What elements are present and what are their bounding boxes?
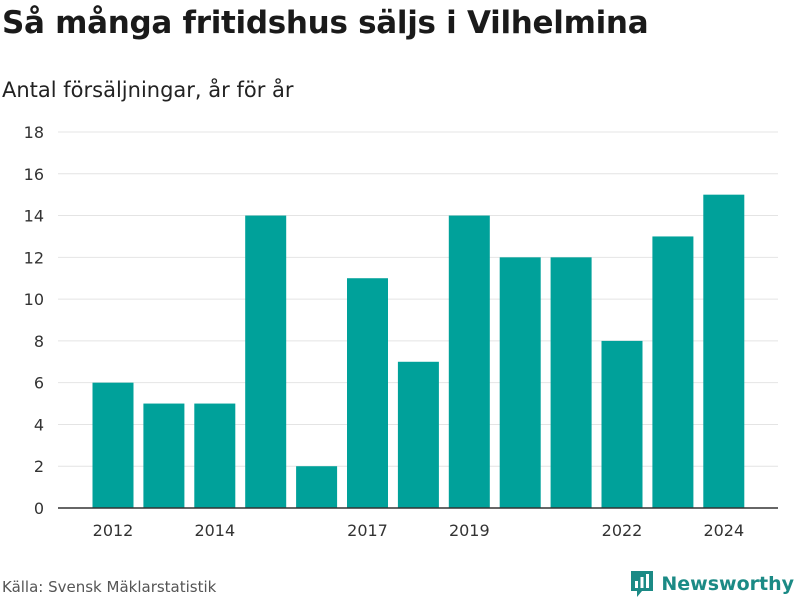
bar-2017 — [347, 278, 388, 508]
y-tick-label: 16 — [24, 165, 44, 184]
y-tick-label: 2 — [34, 457, 44, 476]
bar-2020 — [499, 257, 541, 508]
x-tick-label: 2014 — [194, 521, 235, 540]
x-tick-label: 2012 — [93, 521, 134, 540]
bar-2018 — [397, 361, 439, 508]
y-tick-label: 12 — [24, 248, 44, 267]
bar-chart-logo-icon — [631, 571, 654, 597]
chart-title: Så många fritidshus säljs i Vilhelmina — [2, 5, 649, 41]
x-tick-label: 2024 — [703, 521, 744, 540]
y-tick-label: 10 — [24, 290, 44, 309]
bar-2015 — [245, 215, 287, 509]
brand-logo: Newsworthy — [629, 569, 794, 599]
bar-2012 — [92, 382, 134, 508]
bar-2013 — [143, 403, 185, 508]
x-tick-label: 2019 — [449, 521, 490, 540]
y-tick-label: 14 — [24, 207, 44, 226]
bar-2023 — [652, 236, 694, 508]
bar-2021 — [550, 257, 592, 508]
x-tick-label: 2017 — [347, 521, 388, 540]
bar-2014 — [194, 403, 236, 508]
axes: 0 2 4 6 8 10 12 14 16 18 2012 2014 2017 2019 2022 2024 — [24, 123, 778, 540]
brand-name: Newsworthy — [661, 573, 794, 595]
bar-2024 — [703, 194, 745, 508]
y-tick-label: 0 — [34, 499, 44, 518]
bar-2022 — [601, 340, 643, 508]
bars — [92, 194, 745, 509]
y-tick-label: 8 — [34, 332, 44, 351]
y-tick-label: 4 — [34, 415, 44, 434]
y-tick-label: 18 — [24, 123, 44, 142]
bar-2019 — [448, 215, 490, 509]
source-note: Källa: Svensk Mäklarstatistik — [2, 578, 217, 596]
y-tick-label: 6 — [34, 374, 44, 393]
chart-subtitle: Antal försäljningar, år för år — [2, 78, 294, 102]
bar-2016 — [296, 466, 338, 508]
x-tick-label: 2022 — [602, 521, 643, 540]
